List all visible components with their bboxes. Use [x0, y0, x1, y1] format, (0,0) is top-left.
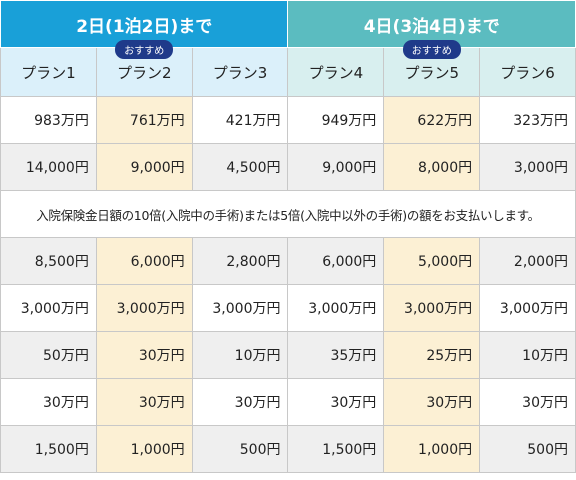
note-cell: 入院保険金日額の10倍(入院中の手術)または5倍(入院中以外の手術)の額をお支払… [0, 190, 576, 238]
cell: 5,000円 [383, 237, 481, 285]
plan-header: プラン5 おすすめ [383, 40, 481, 97]
cell: 500円 [191, 425, 289, 473]
cell: 1,000円 [95, 425, 193, 473]
group-header: 4日(3泊4日)まで [287, 0, 576, 48]
cell: 9,000円 [95, 143, 193, 191]
data-row: 50万円 30万円 10万円 35万円 25万円 10万円 [0, 331, 576, 379]
group-row: 2日(1泊2日)まで 4日(3泊4日)まで [0, 0, 576, 48]
cell: 10万円 [479, 331, 576, 379]
cell: 2,800円 [191, 237, 289, 285]
cell: 3,000万円 [479, 284, 576, 332]
cell: 50万円 [0, 331, 97, 379]
cell: 9,000円 [287, 143, 385, 191]
cell: 3,000万円 [383, 284, 481, 332]
cell: 10万円 [191, 331, 289, 379]
cell: 30万円 [479, 378, 576, 426]
cell: 3,000万円 [191, 284, 289, 332]
cell: 622万円 [383, 96, 481, 144]
cell: 30万円 [95, 378, 193, 426]
plan-name: プラン4 [308, 63, 364, 82]
plan-header: プラン4 [287, 47, 385, 97]
cell: 983万円 [0, 96, 97, 144]
cell: 30万円 [287, 378, 385, 426]
cell: 6,000円 [287, 237, 385, 285]
data-row: 1,500円 1,000円 500円 1,500円 1,000円 500円 [0, 425, 576, 473]
plan-row: プラン1 プラン2 おすすめプラン3 プラン4 プラン5 おすすめプラン6 [0, 40, 576, 97]
plan-name: プラン1 [21, 63, 76, 82]
cell: 1,500円 [287, 425, 385, 473]
cell: 3,000円 [479, 143, 576, 191]
cell: 35万円 [287, 331, 385, 379]
plan-header: プラン2 おすすめ [95, 40, 193, 97]
data-row: 入院保険金日額の10倍(入院中の手術)または5倍(入院中以外の手術)の額をお支払… [0, 190, 576, 238]
cell: 421万円 [191, 96, 289, 144]
cell: 4,500円 [191, 143, 289, 191]
cell: 3,000万円 [287, 284, 385, 332]
plan-header: プラン6 [479, 47, 576, 97]
cell: 25万円 [383, 331, 481, 379]
cell: 3,000万円 [0, 284, 97, 332]
cell: 30万円 [191, 378, 289, 426]
cell: 6,000円 [95, 237, 193, 285]
badge: おすすめ [402, 40, 461, 59]
cell: 3,000万円 [95, 284, 193, 332]
cell: 1,500円 [0, 425, 97, 473]
cell: 30万円 [0, 378, 97, 426]
plan-name: プラン6 [500, 63, 555, 82]
cell: 8,500円 [0, 237, 97, 285]
cell: 2,000円 [479, 237, 576, 285]
data-row: 30万円 30万円 30万円 30万円 30万円 30万円 [0, 378, 576, 426]
data-row: 983万円 761万円 421万円 949万円 622万円 323万円 [0, 96, 576, 144]
data-row: 8,500円 6,000円 2,800円 6,000円 5,000円 2,000円 [0, 237, 576, 285]
plan-header: プラン1 [0, 47, 97, 97]
cell: 14,000円 [0, 143, 97, 191]
cell: 500円 [479, 425, 576, 473]
data-row: 3,000万円 3,000万円 3,000万円 3,000万円 3,000万円 3,000… [0, 284, 576, 332]
cell: 8,000円 [383, 143, 481, 191]
cell: 30万円 [95, 331, 193, 379]
cell: 1,000円 [383, 425, 481, 473]
badge: おすすめ [115, 40, 174, 59]
cell: 949万円 [287, 96, 385, 144]
plan-header: プラン3 [191, 47, 289, 97]
cell: 323万円 [479, 96, 576, 144]
cell: 761万円 [95, 96, 193, 144]
plan-name: プラン3 [212, 63, 268, 82]
data-row: 14,000円 9,000円 4,500円 9,000円 8,000円 3,000円 [0, 143, 576, 191]
plan-name: プラン2 [116, 63, 172, 82]
plan-name: プラン5 [404, 63, 459, 82]
cell: 30万円 [383, 378, 481, 426]
